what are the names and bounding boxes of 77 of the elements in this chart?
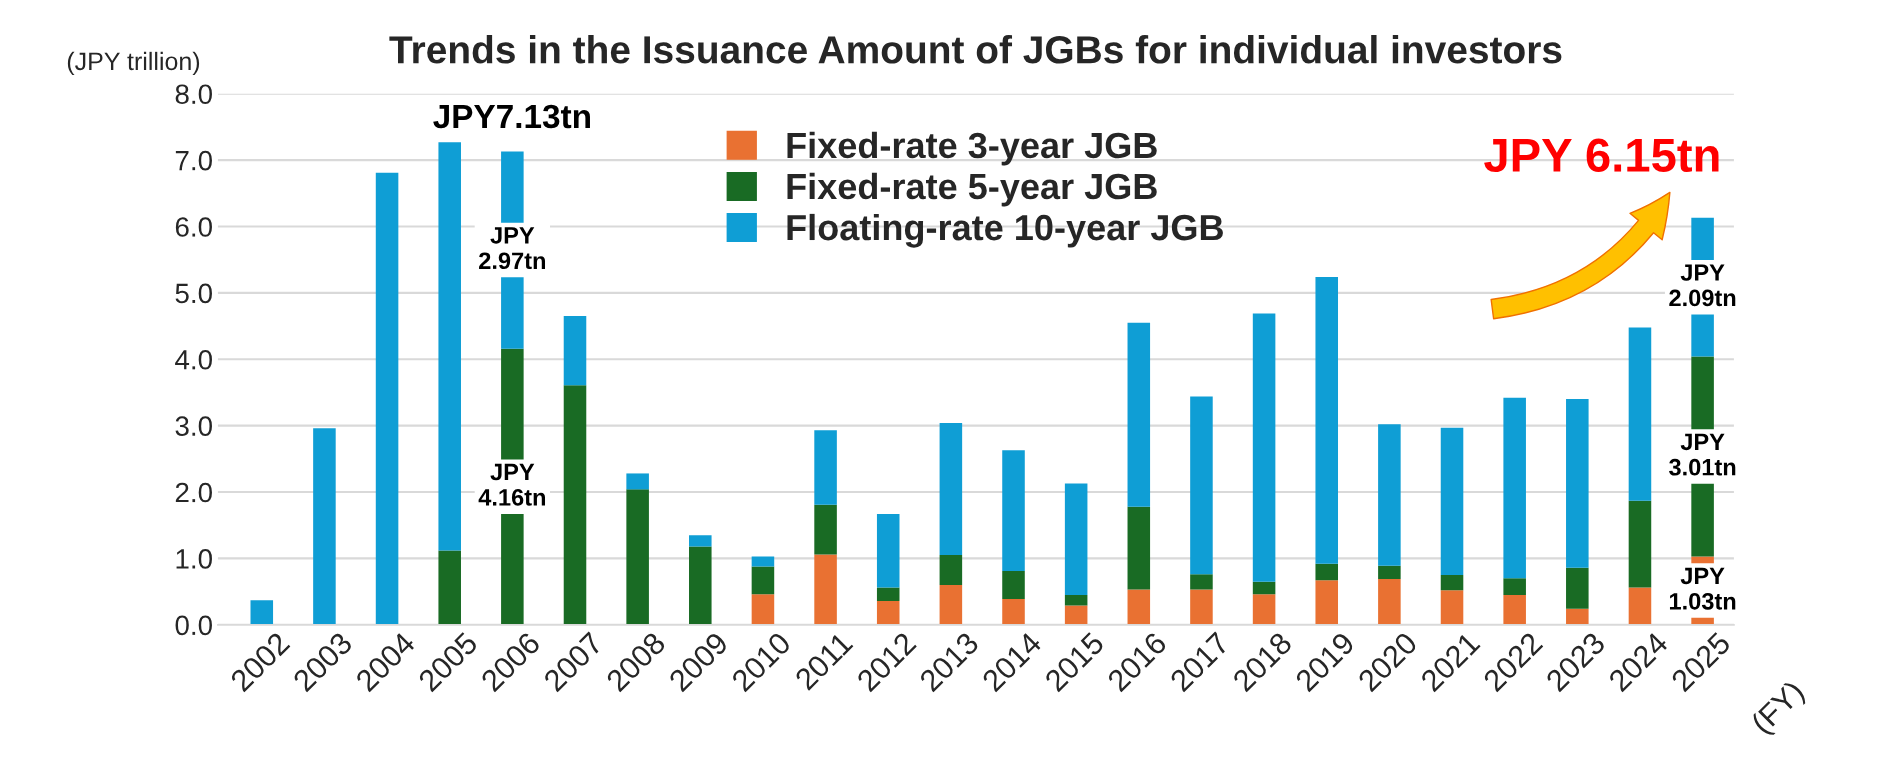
bar (814, 554, 837, 625)
bar (1628, 500, 1652, 588)
bar (1064, 605, 1088, 625)
bar (1002, 571, 1025, 599)
y-tick-label: 8.0 (175, 84, 212, 105)
bar (751, 566, 775, 595)
bar (814, 430, 837, 505)
bar (1190, 589, 1213, 625)
y-tick-label: 6.0 (175, 217, 212, 237)
y-tick-label: 5.0 (175, 283, 212, 304)
bar (876, 513, 900, 588)
bar (689, 546, 712, 625)
bar (1127, 322, 1151, 507)
bar (626, 473, 649, 490)
bar (876, 600, 900, 625)
bar (1503, 578, 1526, 595)
bar (1378, 578, 1401, 625)
bar (1127, 506, 1151, 590)
bar (1378, 565, 1401, 579)
bar (1440, 575, 1464, 591)
total-label: JPY 6.15tn (1484, 138, 1719, 173)
bar (1190, 396, 1213, 575)
bar (1252, 313, 1276, 582)
bar (1190, 574, 1213, 590)
y-axis-title: (JPY trillion) (67, 51, 200, 76)
bar (1064, 483, 1088, 595)
y-tick-label: 2.0 (175, 482, 212, 503)
data-label: JPY 1.03tn (1669, 567, 1736, 610)
bar (1002, 450, 1025, 572)
bar (1566, 399, 1589, 568)
data-label: JPY 2.09tn (1669, 264, 1736, 307)
data-label: JPY 3.01tn (1669, 433, 1736, 476)
bar (1503, 594, 1526, 625)
bar (1503, 397, 1526, 579)
bar (1315, 580, 1339, 625)
bar (313, 428, 336, 625)
y-tick-label: 0.0 (175, 615, 212, 636)
bar (939, 584, 963, 625)
bar (1440, 427, 1464, 576)
bar (1566, 567, 1589, 609)
bar (1378, 424, 1401, 566)
bar (751, 594, 775, 625)
legend-label: Fixed-rate 5-year JGB (787, 172, 1157, 207)
bar (1315, 276, 1339, 564)
bar (751, 556, 775, 567)
bar (1002, 598, 1025, 625)
bar (438, 142, 461, 551)
bar (689, 535, 712, 547)
legend-label: Fixed-rate 3-year JGB (787, 131, 1157, 166)
bar (1252, 594, 1276, 625)
bar (438, 550, 461, 625)
bar (563, 385, 587, 625)
bar (1064, 594, 1088, 606)
bar (1628, 587, 1652, 625)
data-label: JPY 4.16tn (478, 463, 546, 506)
y-tick-label: 1.0 (176, 549, 212, 569)
y-tick-label: 3.0 (175, 416, 212, 436)
data-label: JPY 2.97tn (479, 227, 546, 270)
total-label: JPY7.13tn (433, 104, 590, 129)
bar (1315, 563, 1339, 581)
bar (1628, 327, 1652, 501)
bar (375, 172, 399, 625)
bar (939, 555, 963, 585)
y-tick-label: 4.0 (175, 349, 212, 370)
bar (1440, 590, 1464, 625)
bar (1127, 589, 1151, 625)
bar (814, 504, 837, 555)
bar (876, 587, 900, 601)
chart-title: Trends in the Issuance Amount of JGBs for individual investors (389, 34, 1562, 64)
legend-label: Floating-rate 10-year JGB (787, 213, 1223, 248)
bar (563, 316, 587, 386)
bar (626, 489, 649, 625)
bar (1566, 608, 1589, 625)
bar (250, 600, 274, 625)
y-tick-label: 7.0 (175, 150, 212, 171)
bar (1252, 581, 1276, 595)
bar (939, 422, 963, 556)
